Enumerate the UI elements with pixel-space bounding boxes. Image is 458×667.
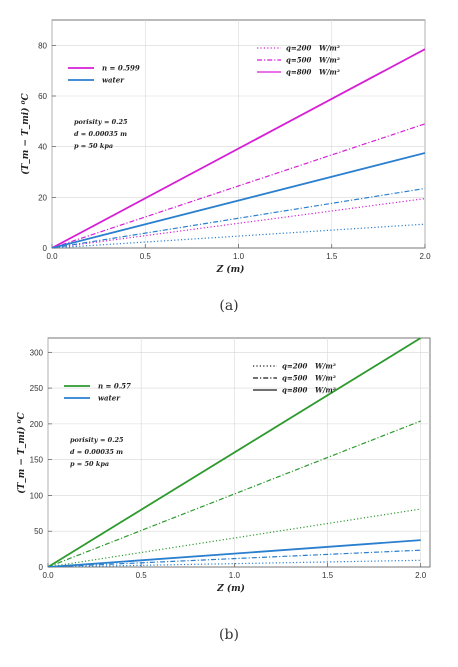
series-line-6 xyxy=(52,223,425,248)
annotation: d = 0.00035 m xyxy=(70,448,123,456)
annotation: porisity = 0.25 xyxy=(74,118,128,126)
y-tick-label: 0 xyxy=(43,244,48,253)
y-tick-label: 20 xyxy=(38,193,47,202)
legend-unit: W/m² xyxy=(315,386,336,395)
x-tick-label: 2.0 xyxy=(419,252,431,261)
annotation: p = 50 kpa xyxy=(70,460,109,468)
legend-label: n = 0.599 xyxy=(102,64,140,73)
series-line-5 xyxy=(52,187,425,248)
series-line-1 xyxy=(52,48,425,248)
y-tick-label: 250 xyxy=(30,384,44,393)
x-tick-label: 1.0 xyxy=(229,571,241,580)
x-tick-label: 2.0 xyxy=(415,571,427,580)
x-tick-label: 0.5 xyxy=(136,571,148,580)
legend-label: water xyxy=(102,76,125,85)
annotation: porisity = 0.25 xyxy=(70,436,124,444)
legend-label: q=200 xyxy=(286,44,312,53)
chart-panel-a: 0.0 0.5 1.0 1.5 2.0 0 20 40 60 80 n = 0.599 water q=… xyxy=(20,19,431,314)
legend-unit: W/m² xyxy=(319,56,340,65)
legend-unit: W/m² xyxy=(319,68,340,77)
y-axis-label: (T_m − T_mi) ⁰C xyxy=(20,92,31,174)
legend-unit: W/m² xyxy=(319,44,340,53)
series-line-2 xyxy=(48,420,421,567)
legend-label: n = 0.57 xyxy=(98,382,131,391)
legend-unit: W/m² xyxy=(315,362,336,371)
y-tick-label: 100 xyxy=(30,491,44,500)
y-tick-label: 200 xyxy=(30,420,44,429)
series-line-6 xyxy=(48,559,421,567)
y-tick-label: 0 xyxy=(39,563,44,572)
x-tick-label: 1.5 xyxy=(322,571,334,580)
y-tick-label: 40 xyxy=(38,143,47,152)
legend-unit: W/m² xyxy=(315,374,336,383)
series-line-2 xyxy=(52,123,425,248)
series-line-3 xyxy=(52,198,425,248)
x-tick-label: 0.5 xyxy=(140,252,152,261)
x-axis-label: Z (m) xyxy=(216,264,245,275)
annotation: d = 0.00035 m xyxy=(74,130,127,138)
chart-panel-b: 0.0 0.5 1.0 1.5 2.0 0 50 100 150 200 250 300 n = 0.5… xyxy=(16,337,431,643)
series-line-1 xyxy=(48,338,422,567)
y-axis-label: (T_m − T_mi) ⁰C xyxy=(16,411,27,493)
panel-caption: (a) xyxy=(219,298,238,314)
series-line-5 xyxy=(48,549,421,567)
legend-label: q=800 xyxy=(286,68,312,77)
x-axis-label: Z (m) xyxy=(216,583,245,594)
series-line-4 xyxy=(48,539,421,567)
x-tick-label: 1.0 xyxy=(233,252,245,261)
y-tick-label: 300 xyxy=(30,348,44,357)
x-tick-label: 0.0 xyxy=(46,252,58,261)
y-tick-label: 50 xyxy=(34,527,43,536)
annotation: p = 50 kpa xyxy=(74,142,113,150)
legend-label: q=200 xyxy=(282,362,308,371)
x-tick-label: 0.0 xyxy=(42,571,54,580)
legend-label: q=500 xyxy=(286,56,312,65)
series-line-4 xyxy=(52,152,425,248)
legend-label: q=500 xyxy=(282,374,308,383)
x-tick-label: 1.5 xyxy=(326,252,338,261)
panel-caption: (b) xyxy=(219,627,239,643)
y-tick-label: 80 xyxy=(38,41,47,50)
y-tick-label: 60 xyxy=(38,92,47,101)
legend-label: water xyxy=(98,394,121,403)
y-tick-label: 150 xyxy=(30,456,44,465)
legend-label: q=800 xyxy=(282,386,308,395)
